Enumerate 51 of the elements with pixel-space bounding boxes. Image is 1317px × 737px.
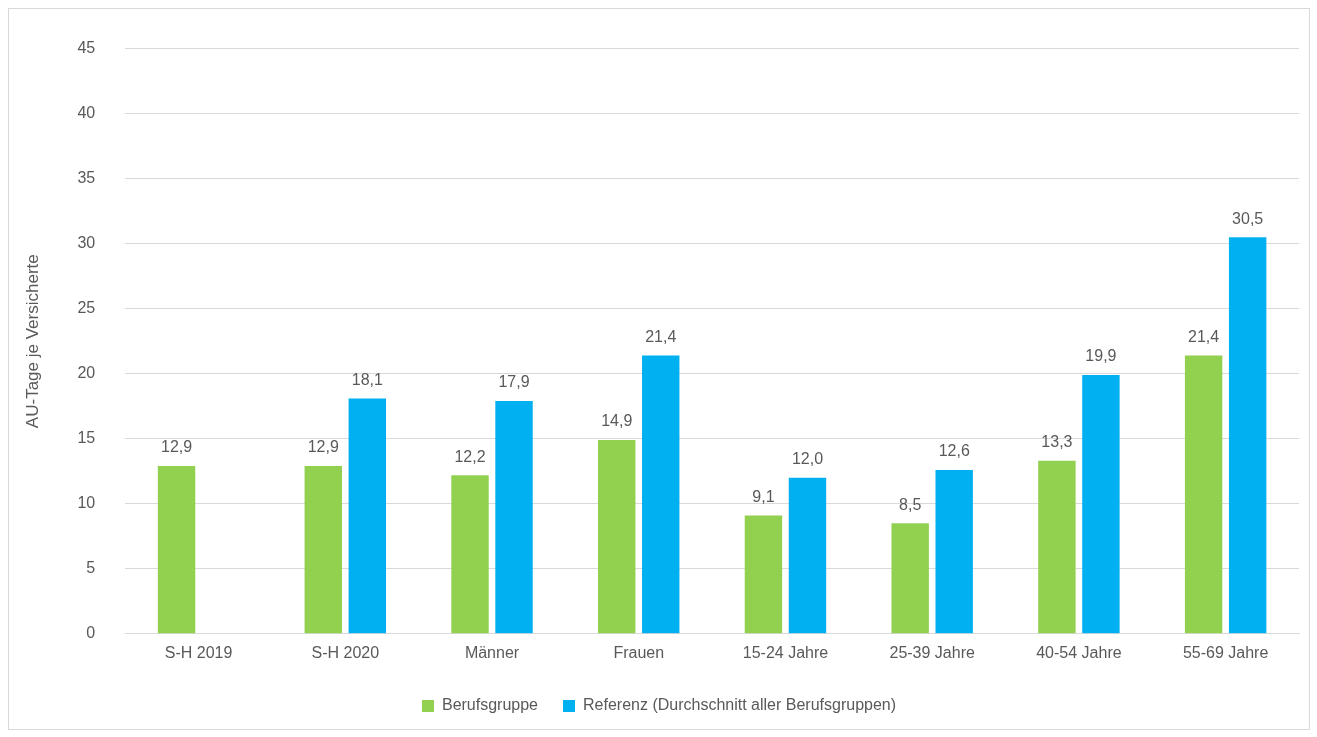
x-tick-label: 15-24 Jahre bbox=[742, 643, 829, 661]
bar bbox=[598, 440, 636, 634]
bar bbox=[1082, 375, 1120, 634]
x-tick-label: Männer bbox=[464, 643, 520, 661]
y-tick-label: 40 bbox=[77, 104, 96, 122]
data-label: 18,1 bbox=[351, 370, 383, 388]
bar bbox=[495, 401, 533, 634]
bar bbox=[642, 355, 680, 634]
y-tick-label: 25 bbox=[77, 299, 96, 317]
data-label: 14,9 bbox=[601, 412, 633, 430]
y-tick-label: 10 bbox=[77, 494, 96, 512]
x-tick-label: 40-54 Jahre bbox=[1036, 643, 1122, 661]
data-label: 12,2 bbox=[454, 447, 486, 465]
x-tick-label: Frauen bbox=[613, 643, 665, 661]
bar bbox=[1038, 460, 1076, 634]
y-axis-title: AU-Tage je Versicherte bbox=[22, 254, 42, 429]
data-label: 21,4 bbox=[645, 327, 677, 345]
legend-label: Referenz (Durchschnitt aller Berufsgruppen) bbox=[583, 696, 897, 714]
y-tick-label: 30 bbox=[77, 234, 96, 252]
x-tick-label: 25-39 Jahre bbox=[889, 643, 975, 661]
bar bbox=[451, 475, 489, 634]
data-label: 17,9 bbox=[498, 373, 530, 391]
y-tick-label: 35 bbox=[77, 169, 96, 187]
y-tick-label: 5 bbox=[86, 559, 96, 577]
data-label: 12,6 bbox=[938, 442, 970, 460]
data-label: 30,5 bbox=[1232, 209, 1264, 227]
bar bbox=[1228, 237, 1267, 634]
x-tick-label: 55-69 Jahre bbox=[1182, 643, 1269, 661]
bar bbox=[348, 398, 386, 634]
y-tick-label: 0 bbox=[86, 624, 96, 642]
data-label: 21,4 bbox=[1188, 327, 1220, 345]
data-label: 9,1 bbox=[752, 487, 775, 505]
data-label: 19,9 bbox=[1085, 347, 1117, 365]
legend-label: Berufsgruppe bbox=[441, 696, 539, 714]
data-label: 12,9 bbox=[307, 438, 339, 456]
data-label: 12,0 bbox=[791, 450, 824, 468]
x-tick-label: S-H 2020 bbox=[311, 643, 380, 661]
bar bbox=[935, 469, 973, 634]
data-label: 8,5 bbox=[899, 495, 922, 513]
bar bbox=[744, 515, 783, 634]
bar bbox=[157, 466, 196, 634]
data-label: 13,3 bbox=[1041, 433, 1073, 451]
bar bbox=[1184, 355, 1223, 634]
bar bbox=[891, 523, 929, 634]
bar bbox=[304, 466, 342, 634]
y-tick-label: 45 bbox=[77, 39, 96, 57]
x-tick-label: S-H 2019 bbox=[164, 643, 233, 661]
data-label: 12,9 bbox=[160, 438, 193, 456]
bar bbox=[788, 477, 827, 634]
y-tick-label: 15 bbox=[77, 429, 96, 447]
y-tick-label: 20 bbox=[77, 364, 96, 382]
